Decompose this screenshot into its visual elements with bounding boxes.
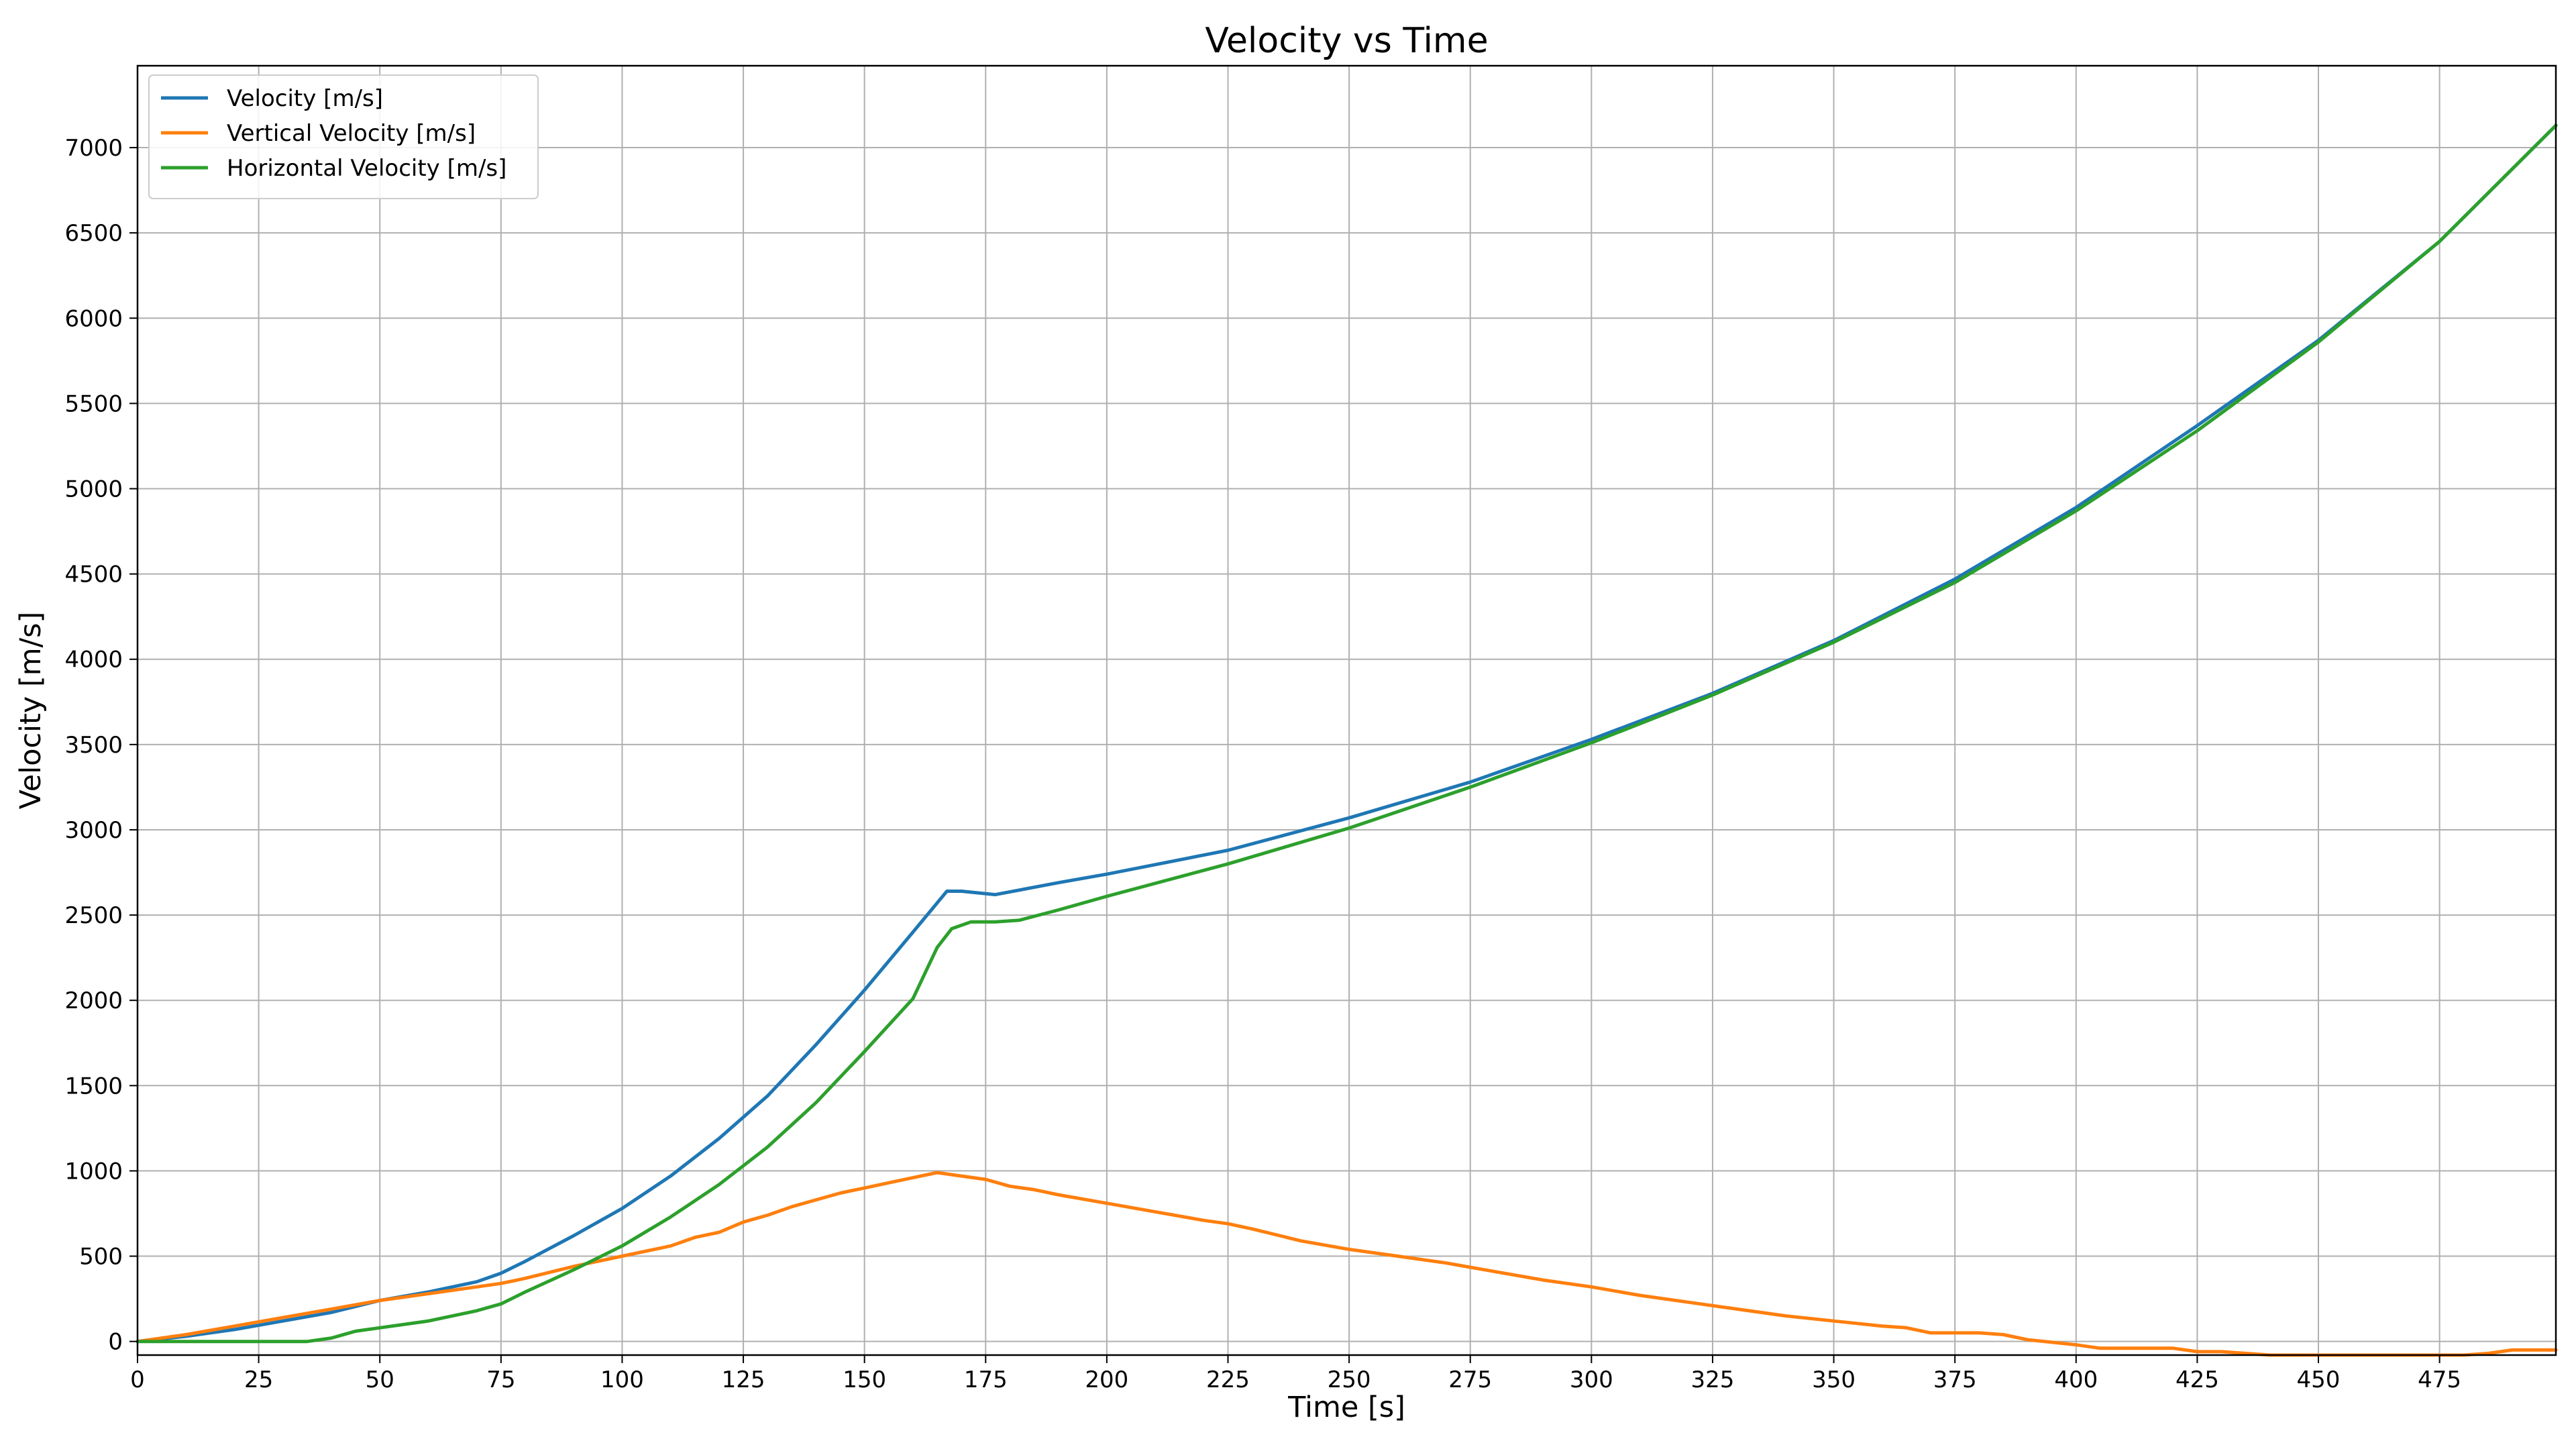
legend-label: Vertical Velocity [m/s] — [227, 120, 476, 147]
x-axis-label: Time [s] — [1287, 1391, 1405, 1424]
y-tick-label: 5000 — [64, 476, 123, 502]
series-line-2 — [136, 123, 2558, 1344]
y-tick-label: 0 — [108, 1329, 123, 1356]
series-line-1 — [136, 1171, 2558, 1357]
y-tick-label: 500 — [79, 1244, 123, 1271]
x-tick-label: 400 — [2054, 1366, 2098, 1393]
x-tick-label: 175 — [964, 1366, 1008, 1393]
y-tick-label: 6000 — [64, 305, 123, 332]
legend-box — [148, 74, 539, 199]
legend: Velocity [m/s] Vertical Velocity [m/s] Hor… — [148, 74, 539, 199]
grid — [137, 66, 2556, 1355]
x-tick-label: 225 — [1206, 1366, 1250, 1393]
x-tick-label: 325 — [1690, 1366, 1734, 1393]
y-tick-label: 1500 — [64, 1073, 123, 1099]
x-tick-label: 200 — [1085, 1366, 1128, 1393]
y-tick-label: 4500 — [64, 561, 123, 588]
series-lines — [136, 123, 2558, 1357]
x-tick-label: 25 — [244, 1366, 273, 1393]
y-tick-label: 7000 — [64, 135, 123, 162]
y-tick-label: 3500 — [64, 732, 123, 759]
y-tick-label: 6500 — [64, 220, 123, 247]
x-tick-label: 350 — [1812, 1366, 1856, 1393]
plot-frame — [136, 64, 2557, 1356]
x-tick-label: 150 — [843, 1366, 886, 1393]
x-tick-label: 250 — [1328, 1366, 1371, 1393]
y-tick-label: 1000 — [64, 1158, 123, 1185]
y-tick-label: 2000 — [64, 987, 123, 1014]
x-tick-label: 0 — [130, 1366, 145, 1393]
y-tick-label: 3000 — [64, 817, 123, 844]
y-tick-label: 2500 — [64, 902, 123, 929]
legend-label: Horizontal Velocity [m/s] — [227, 155, 506, 182]
legend-label: Velocity [m/s] — [227, 85, 383, 112]
x-tick-label: 375 — [1933, 1366, 1977, 1393]
x-tick-label: 50 — [366, 1366, 394, 1393]
x-tick-label: 450 — [2297, 1366, 2341, 1393]
y-axis-label: Velocity [m/s] — [14, 612, 48, 810]
y-tick-label: 5500 — [64, 390, 123, 417]
y-tick-label: 4000 — [64, 647, 123, 674]
x-tick-label: 475 — [2418, 1366, 2461, 1393]
chart-title: Velocity vs Time — [1205, 21, 1488, 61]
x-tick-label: 300 — [1570, 1366, 1613, 1393]
x-tick-label: 425 — [2176, 1366, 2219, 1393]
axis-ticks: 0 25 50 75 100 125 150 175 200 225 250 275 300 325 350… — [64, 135, 2461, 1393]
x-tick-label: 125 — [722, 1366, 765, 1393]
x-tick-label: 100 — [600, 1366, 644, 1393]
x-tick-label: 275 — [1448, 1366, 1492, 1393]
x-tick-label: 75 — [486, 1366, 515, 1393]
